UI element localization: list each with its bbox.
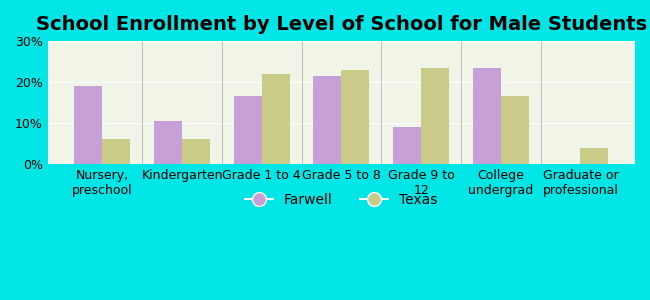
Bar [580, 148, 608, 164]
Legend: Farwell, Texas: Farwell, Texas [239, 187, 443, 212]
Bar [393, 127, 421, 164]
Bar [234, 96, 262, 164]
Bar [313, 76, 341, 164]
Bar [421, 68, 449, 164]
Bar [102, 140, 130, 164]
Bar [500, 96, 528, 164]
Title: School Enrollment by Level of School for Male Students: School Enrollment by Level of School for… [36, 15, 647, 34]
Bar [75, 86, 102, 164]
Bar [262, 74, 289, 164]
Bar [154, 121, 182, 164]
Bar [341, 70, 369, 164]
Bar [473, 68, 501, 164]
Bar [182, 140, 210, 164]
